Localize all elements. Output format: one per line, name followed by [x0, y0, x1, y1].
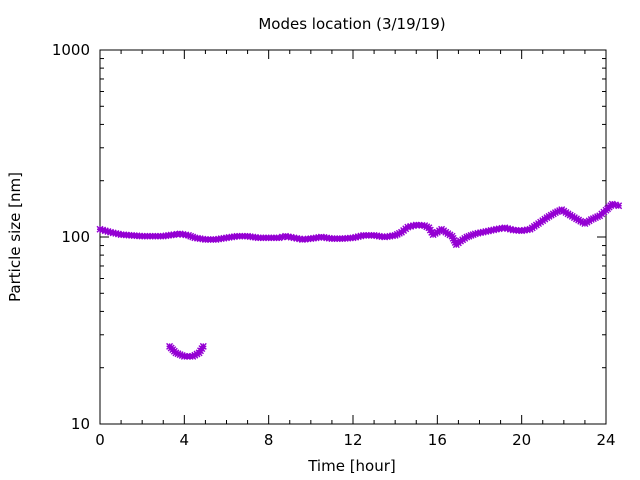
x-tick-label: 4 — [180, 431, 190, 449]
x-tick-label: 20 — [512, 431, 531, 449]
x-tick-label: 0 — [95, 431, 105, 449]
x-axis-label: Time [hour] — [307, 457, 396, 475]
data-point — [615, 202, 623, 210]
data-point — [199, 342, 207, 350]
y-tick-label: 10 — [71, 415, 90, 433]
x-tick-label: 8 — [264, 431, 274, 449]
x-tick-label: 24 — [596, 431, 615, 449]
x-tick-label: 16 — [428, 431, 447, 449]
y-tick-label: 100 — [61, 228, 90, 246]
x-tick-label: 12 — [343, 431, 362, 449]
data-points — [96, 200, 623, 360]
y-axis-label: Particle size [nm] — [6, 172, 24, 302]
chart-title: Modes location (3/19/19) — [258, 15, 445, 33]
y-tick-label: 1000 — [52, 41, 90, 59]
axes: 0 4 8 12 16 20 24 10 100 1000 — [52, 41, 616, 449]
